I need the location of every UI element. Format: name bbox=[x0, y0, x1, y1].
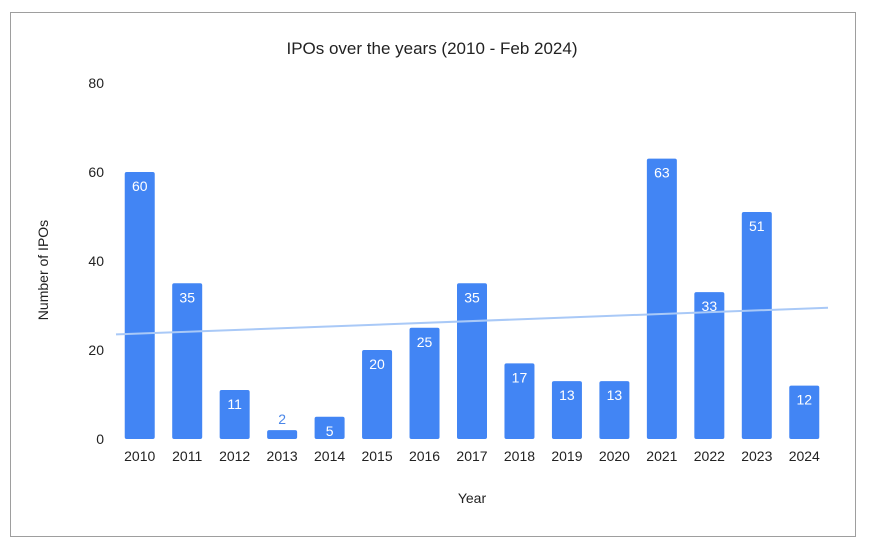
data-label: 17 bbox=[512, 369, 528, 385]
bar-2016 bbox=[409, 327, 440, 439]
x-tick-label: 2022 bbox=[694, 448, 725, 464]
x-axis-ticks: 2010 2011 2012 2013 2014 2015 2016 2017 2018 2019… bbox=[124, 448, 820, 464]
bar-2014 bbox=[314, 416, 345, 439]
data-label: 63 bbox=[654, 165, 670, 181]
data-label: 25 bbox=[417, 334, 433, 350]
data-label: 51 bbox=[749, 218, 765, 234]
data-label: 35 bbox=[179, 289, 195, 305]
data-label: 13 bbox=[607, 387, 623, 403]
data-label: 60 bbox=[132, 178, 148, 194]
y-axis-label: Number of IPOs bbox=[35, 220, 51, 320]
data-label: 12 bbox=[796, 392, 812, 408]
data-label: 35 bbox=[464, 289, 480, 305]
x-tick-label: 2021 bbox=[646, 448, 677, 464]
y-tick-label: 40 bbox=[88, 253, 104, 269]
trendline bbox=[115, 306, 829, 336]
trendline-group bbox=[115, 306, 829, 336]
data-label: 11 bbox=[227, 396, 242, 412]
y-tick-label: 60 bbox=[88, 164, 104, 180]
x-axis-label: Year bbox=[458, 490, 487, 506]
x-tick-label: 2017 bbox=[456, 448, 487, 464]
x-tick-label: 2024 bbox=[789, 448, 820, 464]
data-label: 2 bbox=[278, 411, 286, 427]
x-tick-label: 2011 bbox=[172, 448, 202, 464]
bar-2015 bbox=[362, 350, 393, 439]
x-tick-label: 2010 bbox=[124, 448, 155, 464]
bar-2012 bbox=[219, 390, 250, 439]
x-tick-label: 2019 bbox=[551, 448, 582, 464]
y-tick-label: 80 bbox=[88, 75, 104, 91]
x-tick-label: 2012 bbox=[219, 448, 250, 464]
bars bbox=[124, 158, 820, 439]
bar-2013 bbox=[267, 430, 298, 439]
data-label: 13 bbox=[559, 387, 575, 403]
data-label: 33 bbox=[702, 298, 718, 314]
bar-2022 bbox=[694, 292, 725, 439]
x-tick-label: 2016 bbox=[409, 448, 440, 464]
x-tick-label: 2013 bbox=[267, 448, 298, 464]
bar-2018 bbox=[504, 363, 535, 439]
bar-2024 bbox=[789, 385, 820, 439]
chart-title: IPOs over the years (2010 - Feb 2024) bbox=[286, 39, 577, 58]
x-tick-label: 2015 bbox=[361, 448, 392, 464]
bar-2020 bbox=[599, 381, 630, 439]
y-tick-label: 20 bbox=[88, 342, 104, 358]
data-label: 20 bbox=[369, 356, 385, 372]
bar-2021 bbox=[646, 158, 677, 439]
bar-2019 bbox=[551, 381, 582, 439]
x-tick-label: 2020 bbox=[599, 448, 630, 464]
bar-2023 bbox=[741, 212, 772, 439]
bar-2011 bbox=[172, 283, 203, 439]
x-tick-label: 2018 bbox=[504, 448, 535, 464]
y-tick-label: 0 bbox=[96, 431, 104, 447]
bar-2017 bbox=[457, 283, 487, 439]
x-tick-label: 2014 bbox=[314, 448, 345, 464]
x-tick-label: 2023 bbox=[741, 448, 772, 464]
data-label: 5 bbox=[326, 423, 334, 439]
y-axis-ticks: 0 20 40 60 80 bbox=[88, 75, 104, 447]
bar-2010 bbox=[124, 172, 155, 439]
